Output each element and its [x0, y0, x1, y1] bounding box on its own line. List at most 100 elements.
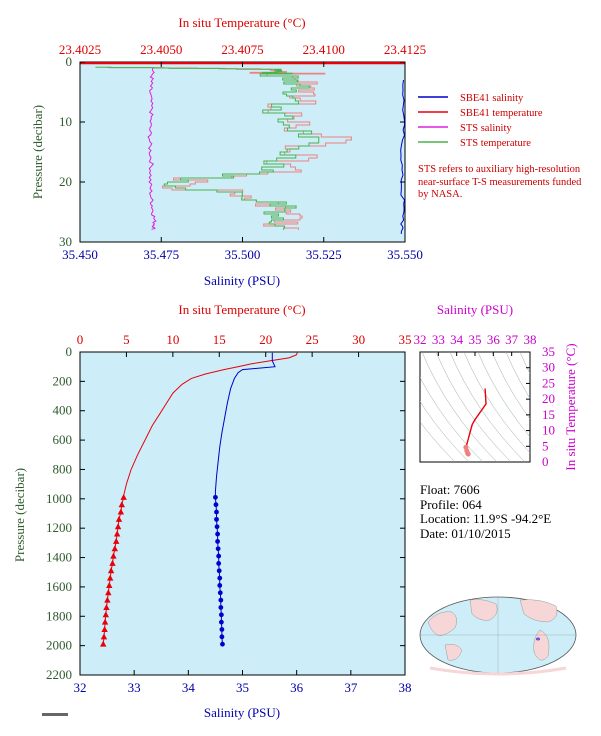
salinity-marker: [215, 531, 220, 537]
salinity-marker: [218, 597, 224, 603]
float-location: Location: 11.9°S -94.2°E: [420, 511, 552, 526]
left-axis-tick-label: 400: [53, 403, 73, 418]
temperature-marker: [103, 603, 110, 610]
profile-date: Date: 01/10/2015: [420, 525, 511, 541]
temperature-marker: [113, 537, 120, 544]
legend: SBE41 salinity SBE41 temperature STS sal…: [418, 93, 543, 149]
temperature-marker: [102, 611, 110, 618]
left-axis-tick-label: 1400: [46, 550, 72, 565]
ts-right-tick-label: 5: [542, 438, 549, 453]
left-axis-tick-label: 800: [53, 461, 73, 476]
salinity-marker: [220, 641, 225, 647]
temperature-marker: [111, 545, 119, 552]
float-id: Float: 7606: [420, 482, 480, 497]
left-axis-tick-label: 0: [66, 54, 73, 69]
left-axis-tick-label: 2000: [46, 638, 72, 653]
top-axis-tick-label: 5: [123, 332, 130, 347]
temperature-marker: [101, 625, 108, 632]
top-axes: 35.450 35.475 35.500 35.525 35.550 23.4025 23.…: [59, 42, 426, 262]
left-axis-tick-label: 1800: [46, 608, 72, 623]
ts-temp-axis-label: In situ Temperature (°C): [563, 343, 578, 470]
temperature-marker: [110, 552, 117, 559]
temperature-marker: [120, 493, 127, 500]
bottom-axis-tick-label: 35.550: [387, 247, 423, 262]
left-axis-tick-label: 2200: [46, 667, 72, 682]
ts-sal-axis-label: Salinity (PSU): [437, 302, 513, 317]
ts-top-tick-label: 35: [469, 332, 482, 347]
bottom-axis-tick-label: 35.525: [306, 247, 342, 262]
temperature-marker: [107, 567, 115, 574]
salinity-marker: [218, 605, 224, 610]
float-info-panel: Float: 7606 Profile: 064 Location: 11.9°…: [420, 482, 552, 541]
temperature-marker: [106, 581, 113, 588]
ts-top-tick-label: 33: [432, 332, 445, 347]
bottom-axis-tick-label: 33: [128, 680, 141, 695]
ts-plot-area: [419, 351, 531, 463]
left-axis-tick-label: 20: [59, 174, 72, 189]
salinity-marker: [217, 583, 223, 588]
sbe-salinity-line: [400, 79, 405, 234]
top-temp-axis-label: In situ Temperature (°C): [178, 15, 305, 30]
top-pressure-axis-label: Pressure (decibar): [30, 105, 45, 199]
temperature-marker: [113, 530, 121, 537]
sts-salinity-line: [147, 67, 157, 230]
temperature-marker: [105, 589, 112, 596]
bottom-axis-tick-label: 34: [182, 680, 196, 695]
density-contour: [435, 352, 512, 462]
density-contour: [491, 352, 530, 420]
ts-point: [465, 451, 471, 457]
footer-stamp: [42, 713, 68, 716]
main-series-group: [100, 352, 298, 647]
top-axis-tick-label: 23.4125: [384, 42, 426, 57]
ts-right-tick-label: 20: [542, 391, 555, 406]
density-contour: [477, 352, 530, 438]
temperature-marker: [114, 523, 122, 530]
salinity-marker: [215, 538, 220, 544]
ts-top-tick-label: 34: [450, 332, 464, 347]
left-axis-tick-label: 30: [59, 234, 72, 249]
main-plot-area: [79, 351, 406, 676]
salinity-marker: [219, 627, 225, 632]
bottom-axis-tick-label: 38: [399, 680, 412, 695]
salinity-marker: [216, 568, 222, 574]
ts-top-tick-label: 38: [524, 332, 537, 347]
left-axis-tick-label: 0: [66, 344, 73, 359]
density-contour: [420, 401, 470, 462]
top-plot-area: [79, 61, 406, 243]
left-axis-tick-label: 200: [53, 373, 73, 388]
top-axis-tick-label: 15: [213, 332, 226, 347]
float-location-marker: *: [536, 636, 541, 647]
left-axis-tick-label: 10: [59, 114, 72, 129]
bottom-axis-tick-label: 32: [74, 680, 87, 695]
left-axis-tick-label: 600: [53, 432, 73, 447]
profile-number: Profile: 064: [420, 496, 482, 512]
main-temperature-line: [123, 352, 298, 497]
ts-top-tick-label: 37: [505, 332, 519, 347]
salinity-marker: [219, 634, 225, 640]
density-contour: [421, 352, 498, 462]
density-contour: [519, 352, 530, 375]
main-salinity-line: [214, 352, 276, 498]
bottom-axis-tick-label: 35.500: [225, 247, 261, 262]
ts-right-tick-label: 10: [542, 423, 555, 438]
sts-note: STS refers to auxiliary high-resolution …: [418, 164, 582, 201]
main-temp-axis-label: In situ Temperature (°C): [178, 302, 305, 317]
ts-top-tick-label: 36: [487, 332, 501, 347]
ts-right-tick-label: 0: [542, 454, 549, 469]
left-axis-tick-label: 1000: [46, 491, 72, 506]
ts-top-tick-label: 32: [414, 332, 427, 347]
salinity-marker: [213, 494, 218, 500]
world-map-inset: *: [419, 596, 577, 676]
salinity-marker: [216, 561, 222, 566]
top-sal-axis-label: Salinity (PSU): [204, 273, 280, 288]
salinity-marker: [215, 546, 221, 552]
temperature-marker: [106, 574, 114, 581]
density-contour: [463, 352, 530, 454]
legend-label-sbe-temperature: SBE41 temperature: [460, 108, 543, 119]
temperature-marker: [100, 640, 107, 647]
temperature-marker: [101, 618, 109, 625]
top-axis-tick-label: 25: [306, 332, 319, 347]
left-axis-tick-label: 1200: [46, 520, 72, 535]
top-axis-tick-label: 23.4100: [303, 42, 345, 57]
